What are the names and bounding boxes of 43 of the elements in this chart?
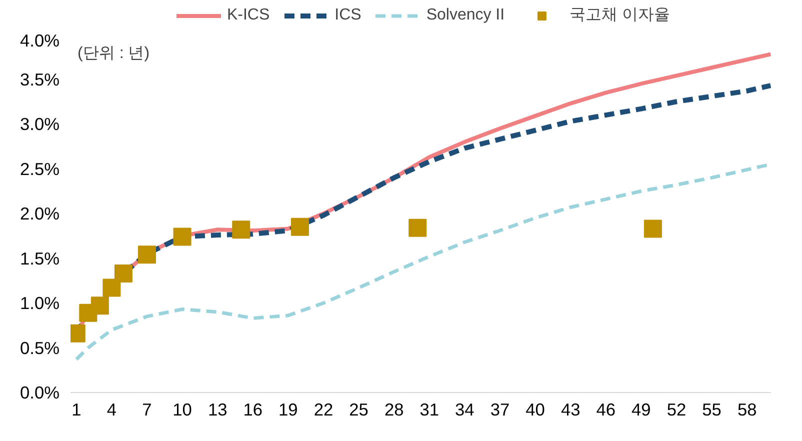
x-tick-label: 13: [208, 400, 228, 420]
x-tick-label: 10: [172, 400, 192, 420]
x-tick-label: 16: [243, 400, 263, 420]
point: [408, 218, 427, 237]
y-tick-label: 1.5%: [20, 248, 60, 268]
y-tick-label: 3.5%: [20, 69, 60, 90]
legend-label: Solvency II: [426, 6, 505, 24]
point: [90, 296, 109, 315]
point: [232, 220, 250, 239]
point: [644, 220, 662, 238]
point: [290, 218, 309, 236]
x-tick-label: 55: [702, 400, 722, 420]
x-tick-label: 7: [142, 400, 152, 420]
y-tick-label: 4.0%: [20, 30, 60, 50]
x-tick-label: 43: [560, 400, 580, 420]
legend-label: 국고채 이자율: [570, 6, 670, 26]
y-tick-label: 0.0%: [20, 382, 60, 402]
y-tick-label: 2.5%: [20, 158, 60, 179]
x-tick-label: 40: [526, 400, 545, 420]
point: [138, 246, 156, 264]
legend-label: ICS: [334, 6, 362, 24]
annotation: (단위 : 년): [78, 45, 150, 62]
x-tick-label: 46: [596, 400, 616, 420]
x-tick-label: 4: [106, 400, 117, 420]
x-tick-label: 52: [666, 400, 686, 420]
legend-label: K-ICS: [226, 6, 270, 24]
y-tick-label: 1.0%: [20, 293, 60, 313]
y-tick-label: 2.0%: [20, 204, 60, 224]
x-tick-label: 22: [314, 400, 334, 420]
x-tick-label: 58: [737, 400, 757, 420]
x-tick-label: 31: [420, 400, 440, 420]
point: [173, 228, 192, 246]
y-tick-label: 3.0%: [20, 114, 60, 134]
x-tick-label: 19: [278, 400, 298, 420]
x-tick-label: 49: [632, 400, 651, 420]
x-tick-label: 34: [455, 400, 475, 420]
x-tick-label: 25: [349, 400, 368, 420]
point: [102, 278, 121, 297]
x-tick-label: 37: [490, 400, 510, 420]
x-tick-label: 28: [384, 400, 404, 420]
y-tick-label: 0.5%: [20, 338, 60, 358]
x-tick-label: 1: [72, 400, 82, 420]
point: [114, 264, 132, 282]
